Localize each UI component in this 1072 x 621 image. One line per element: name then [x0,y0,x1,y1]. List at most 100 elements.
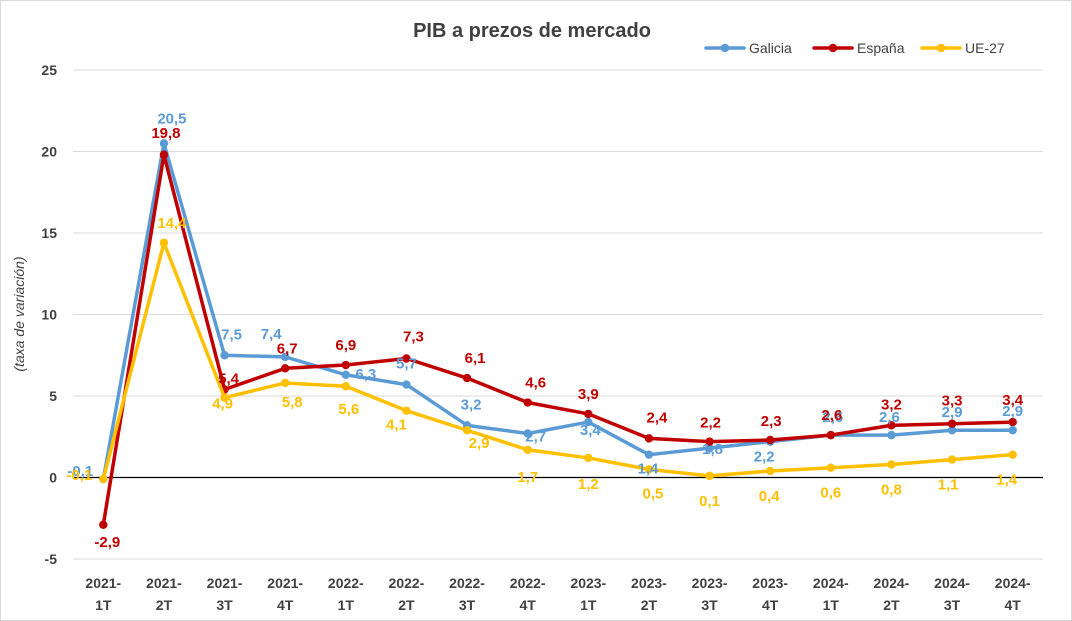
data-label-ue-27: 2,9 [469,435,490,452]
x-tick-label-quarter: 3T [216,597,233,613]
data-point-galicia [947,426,957,435]
data-point-ue-27 [765,466,775,476]
y-tick-label: 15 [41,225,57,241]
data-labels: -0,1 20,5 7,5 7,4 6,3 5,7 3,2 2,7 3,4 1,4 1,8 2,2 2,… [66,110,1023,550]
data-point-ue-27 [705,471,714,481]
x-tick-label-year: 2023- [570,575,606,591]
y-tick-label: 10 [41,307,57,323]
data-label-galicia: 2,6 [822,409,843,426]
data-point-espa-a [280,364,290,373]
legend-label-espa-a: España [857,40,905,56]
x-tick-label-quarter: 3T [701,597,718,613]
data-label-ue-27: 0,6 [820,485,841,502]
data-point-espa-a [887,421,896,430]
data-label-galicia: 20,5 [157,110,186,127]
x-tick-label-quarter: 2T [883,597,900,613]
data-point-ue-27 [947,455,957,464]
data-label-galicia: 2,2 [754,449,775,466]
x-tick-label-year: 2022- [449,575,485,591]
data-label-galicia: 3,2 [461,396,482,413]
data-label-ue-27: 5,8 [282,394,303,411]
x-tick-label-quarter: 2T [641,597,658,613]
x-tick-label-year: 2023- [752,575,788,591]
x-tick-label-year: 2024- [934,575,970,591]
legend-label-ue-27: UE-27 [965,40,1005,56]
data-point-espa-a [523,398,532,407]
x-tick-label-year: 2022- [328,575,364,591]
data-label-galicia: 6,3 [355,366,376,383]
data-label-espa-a: 2,4 [647,409,669,426]
data-point-ue-27 [462,426,472,435]
legend-marker-espa-a [828,43,838,53]
data-label-ue-27: 0,8 [881,481,902,498]
data-label-espa-a: 6,7 [277,340,298,357]
data-label-ue-27: 14,4 [157,215,187,232]
data-label-espa-a: 6,1 [465,350,486,367]
x-tick-label-quarter: 1T [823,597,840,613]
x-tick-label-year: 2024- [874,575,910,591]
data-point-ue-27 [887,460,896,469]
data-label-espa-a: 5,4 [218,370,240,387]
legend-label-galicia: Galicia [749,40,792,56]
data-label-ue-27: 0,1 [699,493,720,510]
data-point-galicia [523,429,532,438]
x-tick-label-quarter: 1T [580,597,597,613]
data-label-espa-a: 3,9 [578,386,599,403]
data-point-galicia [341,370,351,380]
data-point-galicia [887,430,896,440]
legend: Galicia España UE-27 [704,40,1005,56]
data-label-ue-27: 1,1 [938,477,959,494]
data-label-espa-a: 3,2 [881,396,902,413]
axes: -5 0 5 10 15 20 25 2021- 1T 2021- 2T 2021- 3T 2021- 4T… [41,62,1043,613]
x-tick-label-year: 2022- [510,575,546,591]
series-line-galicia [101,141,1015,481]
data-point-espa-a [462,373,472,383]
x-tick-label-quarter: 4T [520,597,537,613]
data-label-ue-27: 1,4 [996,472,1018,489]
data-label-ue-27: 0,5 [643,485,664,502]
x-tick-label-year: 2023- [631,575,667,591]
data-label-galicia: 7,5 [221,326,242,343]
data-point-espa-a [947,419,957,428]
data-point-galicia [220,351,229,360]
data-label-galicia: 1,4 [638,461,660,478]
data-point-espa-a [341,360,351,370]
data-label-espa-a: 6,9 [335,337,356,354]
data-point-ue-27 [341,382,351,391]
data-point-galicia [280,352,290,362]
y-tick-label: 5 [49,388,57,404]
chart-title: PIB a prezos de mercado [413,20,651,42]
x-tick-label-year: 2021- [267,575,303,591]
data-point-ue-27 [280,378,290,388]
x-tick-label-quarter: 2T [398,597,415,613]
data-label-ue-27: -0,1 [66,467,92,484]
legend-marker-ue-27 [936,43,946,53]
data-label-galicia: 1,8 [702,441,723,458]
data-point-ue-27 [1008,450,1017,459]
x-tick-label-quarter: 2T [156,597,173,613]
data-label-ue-27: 1,2 [578,476,599,493]
data-label-espa-a: 7,3 [403,329,424,346]
x-tick-label-quarter: 1T [95,597,112,613]
series-lines [99,139,1017,529]
data-label-ue-27: 5,6 [338,401,359,418]
data-point-espa-a [765,435,775,445]
x-tick-label-year: 2021- [207,575,243,591]
series-line-ue-27 [101,241,1015,481]
data-point-galicia [402,380,411,389]
data-point-espa-a [584,409,593,419]
data-label-galicia: 5,7 [396,356,417,373]
legend-marker-galicia [720,43,730,53]
data-point-espa-a [159,150,169,159]
data-point-ue-27 [402,406,411,415]
data-label-galicia: 2,9 [1002,403,1023,420]
data-label-espa-a: 3,4 [1002,392,1024,409]
data-point-galicia [644,450,654,459]
data-label-ue-27: 4,1 [386,417,407,434]
data-point-ue-27 [826,463,836,472]
x-tick-label-quarter: 3T [459,597,476,613]
y-tick-label: -5 [45,551,58,567]
data-point-ue-27 [99,474,108,484]
data-point-galicia [705,443,714,453]
